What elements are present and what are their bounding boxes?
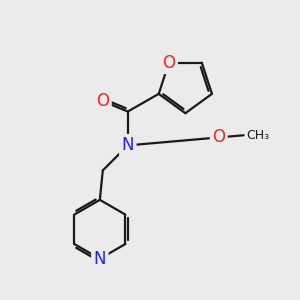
Text: CH₃: CH₃ bbox=[247, 129, 270, 142]
Text: N: N bbox=[122, 136, 134, 154]
Text: O: O bbox=[162, 54, 176, 72]
Text: O: O bbox=[96, 92, 109, 110]
Text: O: O bbox=[212, 128, 225, 146]
Text: N: N bbox=[94, 250, 106, 268]
